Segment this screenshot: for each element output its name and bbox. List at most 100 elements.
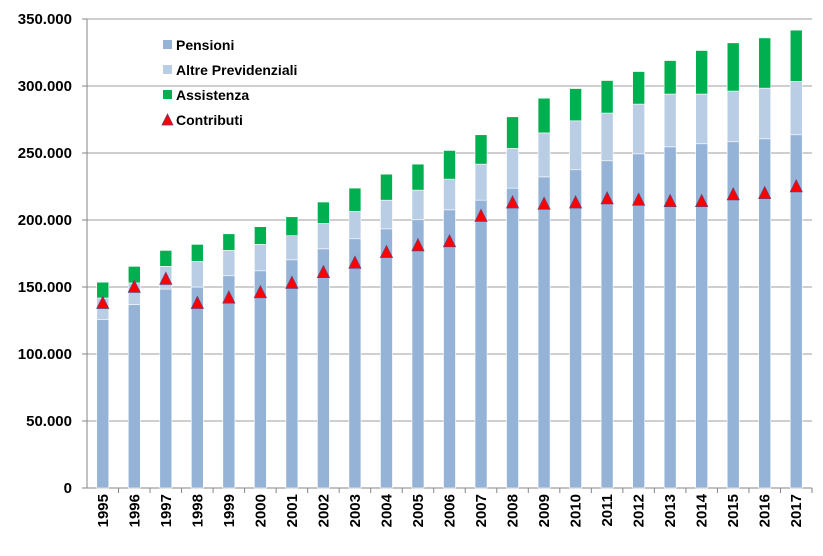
bar-assistenza [537,97,551,134]
y-axis-ticks: 0 50.000 100.000 150.000 200.000 250.000 300.0… [18,11,72,497]
y-tick-label: 0 [64,480,72,497]
y-tick-label: 350.000 [18,11,72,28]
contributi-marker [159,271,173,285]
contributi-marker [537,196,551,210]
x-tick-label: 2008 [505,494,522,527]
x-tick-label: 2012 [631,494,648,527]
bar-pensioni [254,270,267,489]
contributi-marker [663,193,677,207]
bar-altre-previdenziali [411,189,425,221]
bar-altre-previdenziali [506,148,519,189]
bar-pensioni [443,209,456,489]
contributi-marker [253,284,268,299]
bar-pensioni [285,259,299,489]
bar-pensioni [506,187,519,489]
x-tick-label: 1996 [126,494,143,527]
contributi-markers [96,178,803,309]
legend-swatch [163,40,172,49]
bar-assistenza [695,50,708,95]
bar-assistenza [222,233,236,251]
x-tick-label: 1995 [95,494,112,527]
bar-assistenza [317,201,330,224]
bar-altre-previdenziali [600,112,614,162]
contributi-marker [348,255,362,269]
bar-assistenza [632,71,645,105]
contributi-marker [379,244,394,258]
bar-altre-previdenziali [285,235,299,261]
legend: Pensioni Altre Previdenziali Assistenza Con… [161,37,297,128]
contributi-marker [505,195,520,209]
contributi-marker [568,195,583,209]
contributi-marker [316,264,331,279]
x-tick-label: 2015 [725,494,742,527]
y-tick-label: 100.000 [18,346,72,363]
bar-assistenza [758,37,772,89]
bar-pensioni [474,199,488,489]
bar-assistenza [254,226,267,245]
x-tick-label: 2007 [473,494,490,527]
contributi-marker [600,191,614,205]
bar-altre-previdenziali [537,132,551,178]
contributi-marker [411,237,425,252]
bar-altre-previdenziali [254,244,267,272]
x-tick-label: 2017 [788,494,805,527]
legend-swatch [163,65,172,74]
bar-altre-previdenziali [317,223,330,250]
bar-pensioni [348,238,362,489]
bar-altre-previdenziali [191,261,204,288]
contributi-marker [127,279,141,293]
contributi-marker [789,178,803,193]
contributi-marker [474,208,488,222]
contributi-marker [631,192,646,206]
x-tick-label: 2005 [410,494,427,527]
y-tick-label: 50.000 [26,413,72,430]
bar-assistenza [411,163,425,191]
x-tick-label: 2009 [536,494,553,527]
bar-assistenza [506,116,519,149]
y-tick-label: 200.000 [18,212,72,229]
x-tick-label: 2000 [252,494,269,527]
bar-pensioni [96,319,110,489]
bar-altre-previdenziali [663,93,677,148]
bar-altre-previdenziali [789,81,803,136]
bar-assistenza [569,88,582,122]
legend-label: Pensioni [176,37,234,53]
bar-altre-previdenziali [380,199,393,230]
legend-label: Contributi [176,112,243,128]
x-tick-label: 2013 [662,494,679,527]
x-tick-label: 2002 [315,494,332,527]
x-tick-label: 1999 [221,494,238,527]
contributi-marker [442,233,457,248]
x-tick-label: 2014 [694,493,711,527]
bar-altre-previdenziali [726,90,740,143]
bar-assistenza [191,244,204,262]
bar-altre-previdenziali [474,163,488,201]
bar-assistenza [726,42,740,92]
bar-pensioni [159,288,173,489]
x-tick-label: 2001 [284,494,301,527]
bar-altre-previdenziali [632,103,645,155]
bar-pensioni [569,169,582,489]
contributi-marker [758,185,772,199]
bar-pensioni [127,304,141,489]
contributi-marker [222,290,236,304]
bar-assistenza [285,216,299,236]
legend-label: Altre Previdenziali [176,62,297,78]
x-tick-label: 2011 [599,494,616,527]
bar-pensioni [537,176,551,489]
bar-assistenza [443,150,456,180]
bar-assistenza [474,134,488,165]
bar-altre-previdenziali [222,250,236,277]
bar-assistenza [789,29,803,82]
bar-altre-previdenziali [348,211,362,240]
contributi-marker [285,275,299,289]
contributi-marker [726,186,740,201]
x-tick-label: 1997 [158,494,175,527]
bar-altre-previdenziali [758,87,772,140]
contributi-marker [190,295,204,309]
x-axis-ticks: 1995 1996 1997 1998 1999 2000 2001 2002 2003 2004… [95,488,813,527]
x-tick-label: 2003 [347,494,364,527]
contributi-marker [96,295,110,309]
contributi-marker [695,193,709,207]
